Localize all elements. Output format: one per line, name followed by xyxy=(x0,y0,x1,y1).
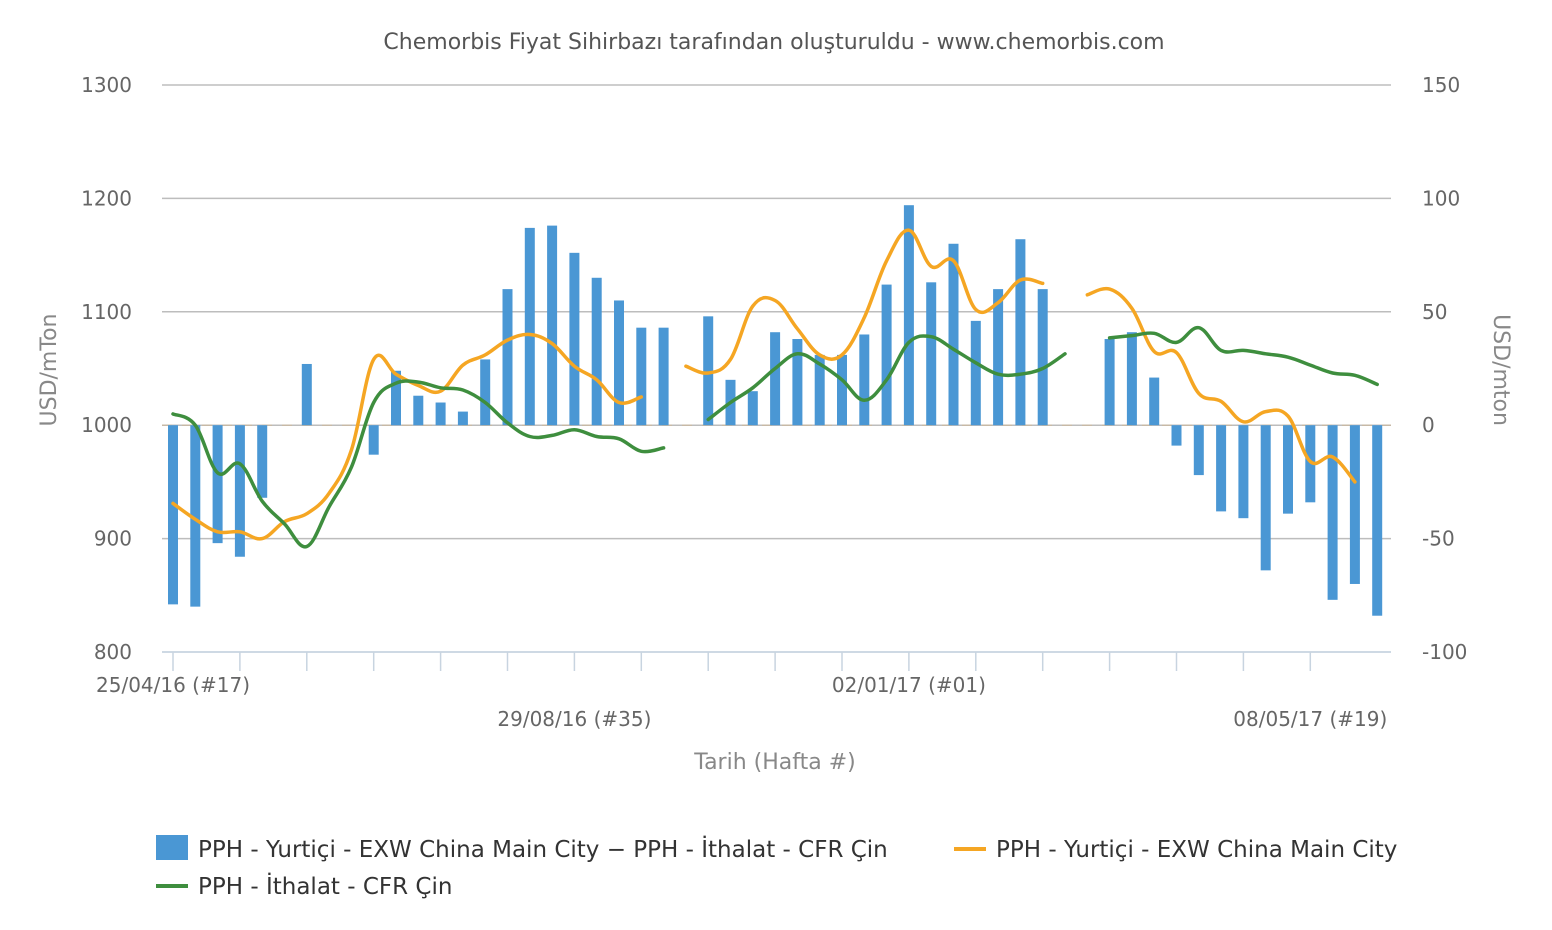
bar[interactable] xyxy=(190,425,201,607)
legend-label-spread: PPH - Yurtiçi - EXW China Main City − PP… xyxy=(198,835,888,863)
bar[interactable] xyxy=(1149,377,1160,426)
bar[interactable] xyxy=(1216,425,1227,512)
bar[interactable] xyxy=(636,327,647,426)
bar[interactable] xyxy=(1104,339,1115,426)
bar[interactable] xyxy=(1327,425,1338,600)
series-line[interactable] xyxy=(1085,286,1357,484)
bar[interactable] xyxy=(212,425,223,544)
bar[interactable] xyxy=(1126,332,1137,426)
bar[interactable] xyxy=(948,243,959,426)
series-line[interactable] xyxy=(684,228,1045,375)
y-left-tick-label: 1100 xyxy=(81,300,132,324)
bar[interactable] xyxy=(881,284,892,426)
bar[interactable] xyxy=(1193,425,1204,476)
bar[interactable] xyxy=(502,289,513,426)
y-right-tick-label: -50 xyxy=(1422,527,1455,551)
y-left-tick-label: 1200 xyxy=(81,186,132,210)
bar[interactable] xyxy=(1171,425,1182,446)
bar[interactable] xyxy=(480,359,491,426)
x-axis: 25/04/16 (#17) 29/08/16 (#35) 02/01/17 (#0… xyxy=(96,651,1391,731)
bar[interactable] xyxy=(457,411,468,426)
x-axis-title: Tarih (Hafta #) xyxy=(693,750,855,775)
y-left-tick-label: 1000 xyxy=(81,413,132,437)
bar[interactable] xyxy=(1305,425,1316,503)
series-line[interactable] xyxy=(171,332,644,541)
legend-item-domestic[interactable]: PPH - Yurtiçi - EXW China Main City xyxy=(954,837,1397,863)
series-line[interactable] xyxy=(1107,325,1379,387)
y-right-axis: -100 -50 0 50 100 150 xyxy=(1422,73,1467,664)
bar[interactable] xyxy=(926,282,937,426)
series-line[interactable] xyxy=(171,379,666,549)
bar[interactable] xyxy=(301,363,312,426)
bar[interactable] xyxy=(524,227,535,426)
y-right-tick-label: 50 xyxy=(1422,300,1447,324)
bar[interactable] xyxy=(747,391,758,426)
bar[interactable] xyxy=(1372,425,1383,616)
bar[interactable] xyxy=(368,425,379,455)
bar[interactable] xyxy=(614,300,624,426)
bar[interactable] xyxy=(1349,425,1360,584)
bar[interactable] xyxy=(658,327,669,426)
bar[interactable] xyxy=(547,225,558,426)
bar[interactable] xyxy=(257,425,268,498)
bar[interactable] xyxy=(837,354,847,426)
y-left-axis-title: USD/mTon xyxy=(37,314,62,427)
y-left-axis: 800 900 1000 1100 1200 1300 xyxy=(81,73,132,664)
bar[interactable] xyxy=(1238,425,1249,519)
y-right-axis-title: USD/mton xyxy=(1488,314,1513,426)
bar[interactable] xyxy=(1037,289,1048,426)
bar[interactable] xyxy=(435,402,446,426)
y-left-tick-label: 1300 xyxy=(81,73,132,97)
chart-title: Chemorbis Fiyat Sihirbazı tarafından olu… xyxy=(383,30,1164,55)
bar[interactable] xyxy=(970,320,981,426)
legend-item-spread[interactable]: PPH - Yurtiçi - EXW China Main City − PP… xyxy=(156,835,888,863)
line-series xyxy=(171,228,1379,549)
bar[interactable] xyxy=(1283,425,1293,514)
y-right-tick-label: 100 xyxy=(1422,186,1460,210)
y-left-tick-label: 900 xyxy=(94,527,132,551)
y-left-tick-label: 800 xyxy=(94,640,132,664)
x-tick-label: 25/04/16 (#17) xyxy=(96,673,250,697)
legend-label-domestic: PPH - Yurtiçi - EXW China Main City xyxy=(996,837,1397,863)
bar[interactable] xyxy=(993,289,1004,426)
legend-label-import: PPH - İthalat - CFR Çin xyxy=(198,872,452,900)
bar[interactable] xyxy=(1015,239,1026,426)
bar[interactable] xyxy=(770,332,781,426)
bar[interactable] xyxy=(703,316,714,426)
bar[interactable] xyxy=(168,425,178,605)
x-tick-label: 29/08/16 (#35) xyxy=(497,707,651,731)
bar[interactable] xyxy=(591,277,602,426)
legend-swatch-spread xyxy=(156,835,188,860)
series-line[interactable] xyxy=(706,334,1067,422)
y-right-tick-label: -100 xyxy=(1422,640,1467,664)
bar[interactable] xyxy=(903,205,914,426)
x-tick-label: 08/05/17 (#19) xyxy=(1233,707,1387,731)
bar[interactable] xyxy=(1260,425,1271,571)
bar[interactable] xyxy=(814,354,825,426)
bar[interactable] xyxy=(792,339,803,426)
bar-series xyxy=(168,205,1383,616)
x-tick-label: 02/01/17 (#01) xyxy=(832,673,986,697)
legend: PPH - Yurtiçi - EXW China Main City − PP… xyxy=(156,835,1397,900)
bar[interactable] xyxy=(859,334,870,426)
bar[interactable] xyxy=(413,395,424,426)
y-right-tick-label: 150 xyxy=(1422,73,1460,97)
legend-item-import[interactable]: PPH - İthalat - CFR Çin xyxy=(156,872,452,900)
y-right-tick-label: 0 xyxy=(1422,413,1435,437)
bar[interactable] xyxy=(569,252,580,426)
bar[interactable] xyxy=(234,425,245,557)
bar[interactable] xyxy=(391,370,401,426)
